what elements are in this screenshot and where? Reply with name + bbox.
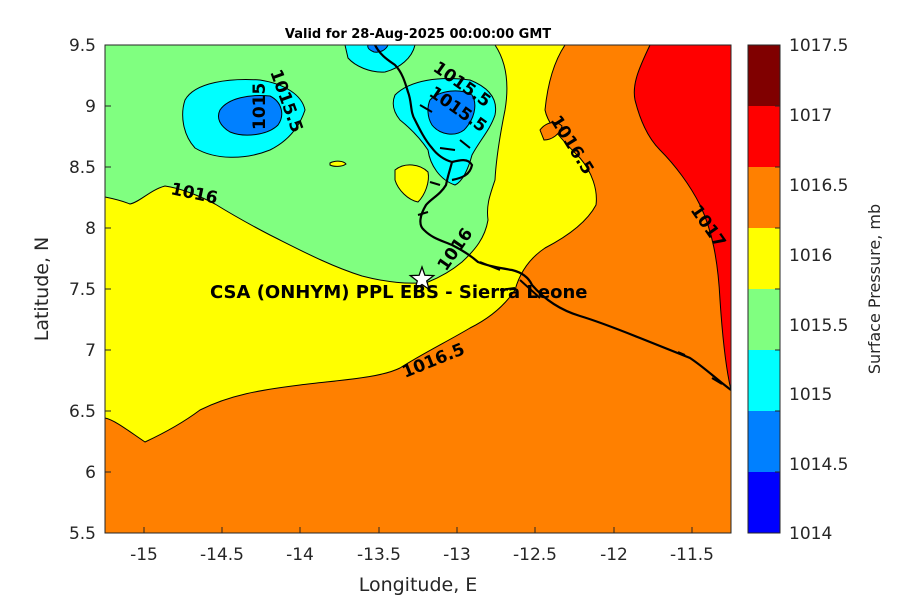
colorbar-tick-label: 1016: [789, 246, 832, 266]
x-tick-label: -14: [286, 545, 314, 565]
band-1014-1014.5-east: [427, 90, 476, 135]
colorbar-tick-label: 1015.5: [789, 316, 848, 336]
colorbar-swatch: [748, 45, 780, 106]
coastline-islands: [417, 104, 723, 385]
y-axis-label: Latitude, N: [31, 237, 53, 342]
colorbar-label: Surface Pressure, mb: [865, 204, 884, 374]
x-axis: -15 -14.5 -14 -13.5 -13 -12.5 -12 -11.5: [130, 527, 714, 565]
x-tick-label: -13.5: [357, 545, 401, 565]
colorbar: 1017.5 1017 1016.5 1016 1015.5 1015 1014…: [747, 36, 848, 544]
colorbar-swatch: [748, 472, 780, 533]
x-tick-label: -14.5: [200, 545, 244, 565]
y-axis: 5.5 6 6.5 7 7.5 8 8.5 9 9.5: [69, 36, 111, 544]
x-tick-marks: [143, 527, 693, 533]
map-panel: 1015.5 1015 1015.5 1015.5 1016 1016.5 10…: [105, 45, 731, 533]
contour-label: 1015: [250, 83, 270, 130]
station-star-icon: [408, 265, 436, 291]
x-tick-label: -12.5: [513, 545, 557, 565]
colorbar-tick-marks: [775, 44, 780, 534]
y-tick-label: 5.5: [69, 524, 96, 544]
band-1014-1014.5-west: [217, 95, 283, 136]
band-1016.5-1017: [633, 45, 731, 391]
colorbar-swatch: [748, 350, 780, 411]
x-tick-label: -15: [130, 545, 158, 565]
y-tick-label: 9.5: [69, 36, 96, 56]
y-tick-label: 6.5: [69, 402, 96, 422]
colorbar-swatch: [748, 167, 780, 228]
colorbar-swatch: [748, 228, 780, 289]
y-tick-label: 7: [85, 341, 96, 361]
colorbar-swatch: [748, 106, 780, 167]
map-title: Valid for 28-Aug-2025 00:00:00 GMT: [285, 27, 551, 42]
y-tick-label: 7.5: [69, 280, 96, 300]
x-axis-label: Longitude, E: [359, 574, 478, 596]
y-tick-label: 6: [85, 463, 96, 483]
colorbar-tick-label: 1014.5: [789, 455, 848, 475]
colorbar-swatch: [748, 289, 780, 350]
band-1015.5-1016-pocket: [394, 164, 429, 203]
y-tick-label: 8.5: [69, 158, 96, 178]
colorbar-tick-label: 1016.5: [789, 176, 848, 196]
colorbar-tick-label: 1014: [789, 524, 832, 544]
colorbar-tick-label: 1017: [789, 106, 832, 126]
x-tick-label: -11.5: [670, 545, 714, 565]
colorbar-tick-label: 1015: [789, 385, 832, 405]
x-tick-label: -12: [600, 545, 628, 565]
y-tick-label: 8: [85, 219, 96, 239]
band-1015.5-1016-dot: [329, 160, 347, 167]
band-1014.5-1015-north: [344, 45, 416, 73]
x-tick-label: -13: [443, 545, 471, 565]
colorbar-tick-label: 1017.5: [789, 36, 848, 56]
station-label: CSA (ONHYM) PPL EBS - Sierra Leone: [210, 282, 587, 303]
y-tick-marks: [105, 44, 111, 534]
band-1016-1016.5-spot: [539, 122, 563, 141]
colorbar-swatch: [748, 411, 780, 472]
y-tick-label: 9: [85, 97, 96, 117]
